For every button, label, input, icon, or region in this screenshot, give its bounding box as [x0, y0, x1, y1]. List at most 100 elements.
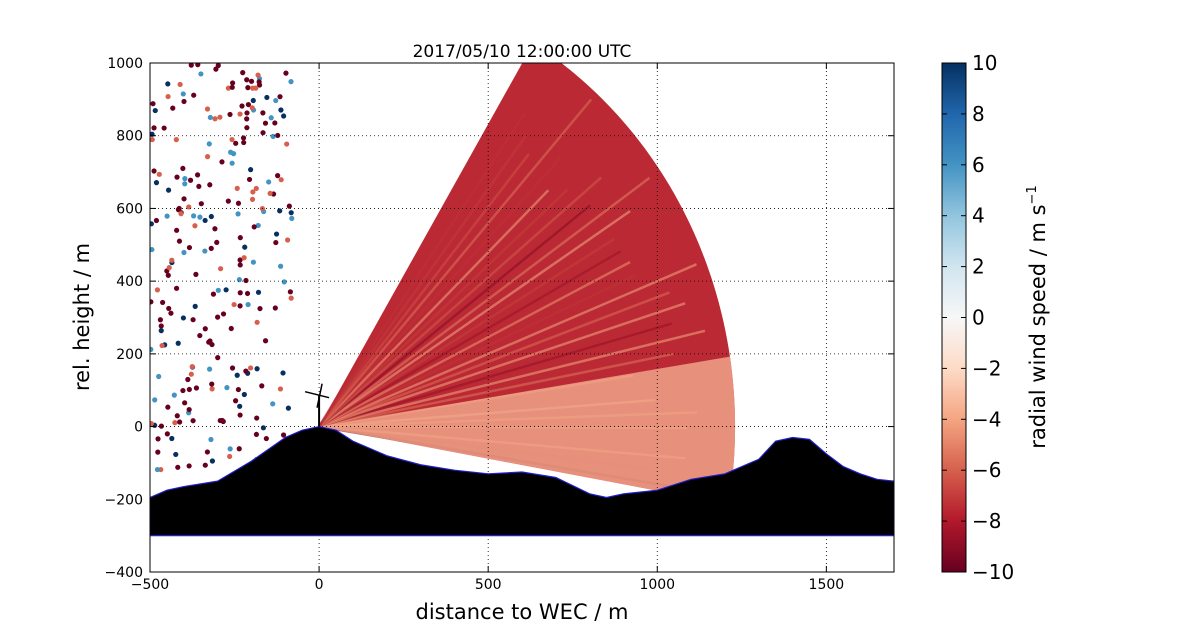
scan-point	[277, 208, 283, 214]
colorbar-tick-label: 10	[972, 51, 997, 75]
scan-point	[254, 415, 260, 421]
scan-point	[284, 141, 290, 147]
scan-point	[237, 412, 243, 418]
scan-point	[188, 63, 194, 68]
scan-point	[165, 272, 171, 278]
scan-point	[194, 172, 201, 178]
scan-point	[150, 346, 154, 353]
scan-point	[223, 287, 229, 293]
scan-point	[229, 365, 236, 371]
scan-streak	[318, 176, 651, 428]
scan-point	[202, 248, 208, 254]
scan-point	[150, 420, 154, 427]
x-tick-label: 0	[315, 577, 324, 593]
scan-point	[247, 365, 254, 371]
scan-streak	[318, 263, 697, 428]
scan-point	[288, 295, 294, 301]
scan-point	[165, 187, 172, 193]
scan-point	[243, 277, 249, 284]
scan-point	[220, 418, 226, 425]
scan-point	[166, 305, 172, 312]
scan-point	[250, 97, 256, 104]
scan-point	[280, 370, 286, 376]
x-tick-label: 1000	[639, 577, 675, 593]
scan-point	[155, 436, 161, 442]
scan-streak	[318, 98, 593, 428]
scan-point	[212, 226, 218, 232]
scan-point	[240, 70, 246, 76]
scan-point	[217, 266, 224, 272]
scan-point	[237, 403, 243, 409]
scan-point	[284, 237, 291, 243]
scan-point	[254, 366, 260, 372]
scan-point	[225, 85, 231, 91]
scan-point	[187, 177, 194, 183]
scan-point	[273, 231, 280, 237]
scan-point	[190, 418, 196, 424]
scan-point	[202, 462, 208, 468]
scan-point	[193, 271, 199, 277]
scan-point	[150, 136, 155, 143]
scan-point	[180, 165, 186, 172]
scan-point	[277, 386, 284, 392]
scan-point	[208, 436, 214, 443]
scan-point	[260, 425, 267, 431]
colorbar-tick-label: −10	[972, 560, 1014, 584]
scan-streak	[318, 260, 631, 428]
scan-point	[244, 290, 251, 297]
scan-point	[151, 168, 157, 174]
scan-streak	[318, 188, 569, 428]
scan-streak	[318, 302, 686, 428]
scan-point	[156, 171, 162, 177]
scan-point	[202, 326, 208, 332]
scan-point	[180, 91, 186, 97]
scan-streak	[318, 176, 602, 428]
scan-point	[202, 217, 208, 224]
scan-point	[227, 446, 233, 452]
colorbar-label-text: radial wind speed / m s	[1026, 204, 1050, 448]
terrain-fill	[150, 425, 894, 537]
scan-point	[212, 116, 218, 122]
scan-point	[206, 141, 212, 147]
scan-point	[229, 136, 235, 143]
scan-point	[255, 222, 261, 229]
scan-point	[174, 227, 180, 233]
x-axis-ticks: −500 0 500 1000 1500	[131, 63, 844, 593]
scan-point	[152, 397, 158, 403]
colorbar-tick-label: −4	[972, 407, 1001, 431]
scan-point	[214, 239, 220, 246]
scan-point	[174, 413, 180, 419]
scan-point	[172, 420, 178, 426]
scan-point	[173, 451, 179, 458]
scan-streak	[318, 210, 631, 428]
scan-point	[182, 400, 188, 406]
scan-point	[235, 386, 241, 393]
scan-point	[231, 301, 237, 308]
scan-point	[230, 80, 236, 86]
scan-point	[244, 77, 250, 83]
scan-point	[235, 211, 241, 217]
x-tick-label: 1500	[809, 577, 845, 593]
scan-point	[153, 217, 160, 224]
scan-point	[244, 116, 250, 122]
scan-point	[272, 120, 278, 126]
scan-point	[225, 198, 231, 204]
scan-streak	[318, 329, 706, 428]
y-tick-label: 400	[116, 274, 143, 290]
scan-point	[158, 323, 164, 329]
colorbar-tick-label: −6	[972, 458, 1001, 482]
scan-point	[192, 303, 198, 309]
scan-point	[262, 120, 269, 126]
scan-point	[157, 317, 163, 323]
scan-point	[237, 235, 243, 241]
scan-streak	[318, 113, 526, 428]
scan-streak	[318, 94, 521, 428]
scan-point	[170, 105, 176, 111]
scan-point	[254, 319, 260, 325]
scan-point	[175, 464, 181, 470]
scan-point	[278, 107, 284, 113]
scan-point	[234, 185, 240, 191]
y-tick-label: 1000	[107, 56, 143, 72]
scan-point	[171, 392, 177, 398]
scan-point	[177, 81, 183, 88]
